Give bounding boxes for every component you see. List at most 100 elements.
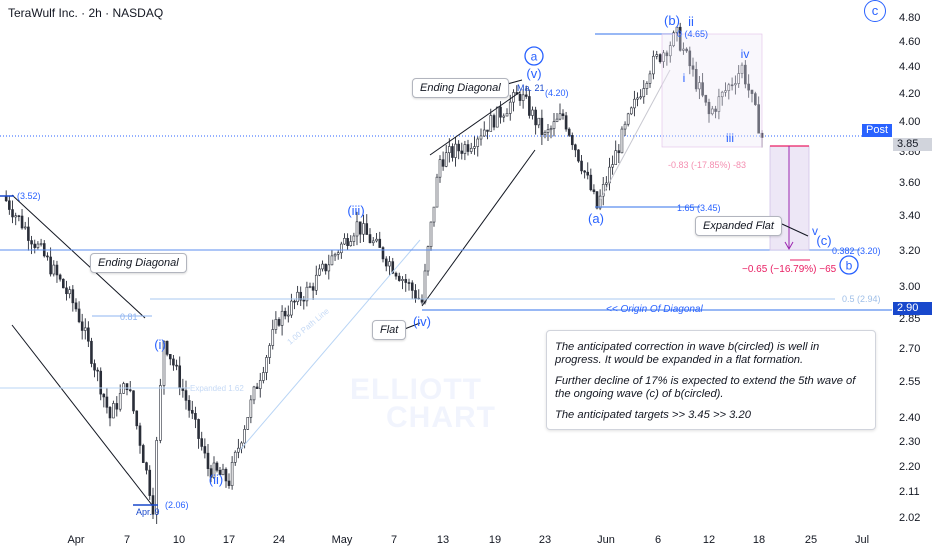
- candle-body: [237, 447, 240, 453]
- candle-body: [99, 370, 103, 395]
- candle-body: [444, 152, 448, 167]
- diagonal-upper-line: [11, 194, 146, 319]
- candle-body: [108, 407, 112, 419]
- candle-body: [274, 319, 278, 330]
- wave-ii-label: (ii): [209, 472, 223, 487]
- candle-body: [132, 390, 135, 412]
- candle-body: [489, 115, 493, 132]
- candle-body: [401, 279, 404, 281]
- x-tick-label: Jul: [855, 534, 869, 546]
- candle-body: [595, 191, 599, 209]
- candle-body: [30, 240, 33, 245]
- candle-body: [747, 83, 750, 91]
- candle-body: [546, 129, 550, 133]
- candle-body: [181, 387, 185, 391]
- y-tick-label: 2.02: [899, 512, 920, 524]
- candle-body: [62, 278, 65, 289]
- candle-body: [469, 147, 473, 152]
- candle-body: [397, 275, 401, 281]
- candle-body: [652, 55, 655, 75]
- last-price-tag: 3.85: [893, 138, 932, 151]
- candle-body: [720, 91, 724, 98]
- y-tick-label: 4.00: [899, 116, 920, 128]
- candle-body: [305, 286, 309, 302]
- candle-body: [394, 272, 398, 277]
- projection-arrowhead: [784, 241, 794, 251]
- candle-body: [324, 263, 327, 272]
- candle-body: [115, 403, 119, 410]
- candle-body: [178, 365, 182, 389]
- candle-body: [52, 264, 56, 275]
- wave-b-circle-label: b: [846, 259, 853, 273]
- candle-body: [605, 182, 608, 185]
- candle-body: [645, 83, 649, 89]
- candle-body: [194, 413, 197, 420]
- x-tick-label: 13: [437, 534, 449, 546]
- candle-body: [448, 146, 451, 154]
- candle-body: [675, 26, 679, 34]
- candle-body: [580, 160, 583, 172]
- candle-body: [90, 340, 93, 364]
- candle-body: [617, 150, 621, 154]
- candle-body: [534, 109, 537, 126]
- candle-body: [691, 65, 695, 70]
- candle-body: [577, 149, 580, 162]
- candle-body: [614, 150, 618, 165]
- candle-body: [521, 94, 525, 101]
- wave-c-label: (c): [816, 233, 831, 248]
- candle-body: [314, 274, 318, 291]
- x-tick-label: 12: [703, 534, 715, 546]
- candle-body: [384, 258, 388, 267]
- candle-body: [145, 462, 148, 471]
- candle-body: [141, 445, 145, 463]
- diagonal-lower-line: [11, 324, 153, 506]
- y-tick-label: 2.55: [899, 376, 920, 388]
- candle-body: [293, 300, 296, 303]
- x-tick-label: 17: [223, 534, 235, 546]
- candle-body: [564, 115, 568, 130]
- candle-body: [531, 109, 534, 116]
- candle-body: [277, 319, 281, 326]
- y-tick-label: 4.40: [899, 61, 920, 73]
- candle-body: [362, 223, 365, 235]
- y-tick-label: 4.20: [899, 88, 920, 100]
- candle-body: [197, 419, 200, 439]
- candle-body: [246, 417, 250, 430]
- candle-body: [172, 358, 175, 366]
- candle-body: [694, 69, 698, 90]
- candle-body: [598, 195, 602, 209]
- candle-body: [682, 48, 685, 51]
- candle-body: [714, 108, 717, 112]
- candle-body: [555, 118, 559, 122]
- candle-body: [252, 386, 256, 401]
- candle-body: [642, 88, 646, 98]
- candle-body: [55, 264, 59, 276]
- wave-a-circle-label: a: [531, 50, 538, 64]
- symbol-header[interactable]: TeraWulf Inc. · 2h · NASDAQ: [8, 6, 164, 20]
- faint-level-label: Expanded 1.62: [190, 384, 244, 393]
- sub-v-label: v: [812, 224, 818, 238]
- candle-body: [321, 263, 324, 270]
- candle-body: [750, 89, 754, 94]
- note-paragraph-3: The anticipated targets >> 3.45 >> 3.20: [555, 409, 751, 421]
- candle-body: [502, 115, 506, 118]
- origin-price-tag: 2.90: [893, 302, 932, 315]
- candle-body: [218, 469, 222, 476]
- candle-body: [636, 97, 639, 100]
- candle-body: [435, 176, 439, 208]
- candle-body: [407, 282, 411, 284]
- candle-body: [17, 215, 21, 217]
- wave-iv-label: (iv): [413, 314, 431, 329]
- candle-body: [8, 200, 11, 210]
- y-tick-label: 2.70: [899, 343, 920, 355]
- candle-body: [371, 240, 375, 244]
- candle-body: [368, 234, 372, 244]
- candle-body: [206, 452, 210, 469]
- fib-red-17-85-label: -0.83 (-17.85%) -83: [668, 160, 746, 170]
- candle-body: [184, 390, 188, 401]
- candle-body: [93, 363, 96, 371]
- candle-body: [355, 221, 359, 237]
- y-tick-label: 2.11: [899, 486, 920, 498]
- candle-body: [486, 129, 489, 132]
- candle-body: [128, 389, 132, 392]
